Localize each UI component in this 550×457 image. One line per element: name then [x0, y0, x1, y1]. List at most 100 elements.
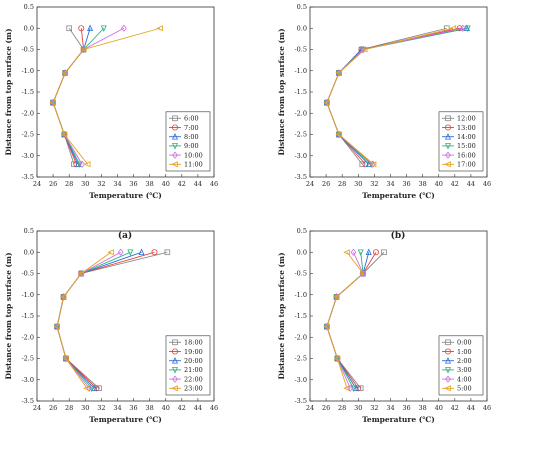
legend-label: 11:00	[184, 161, 203, 169]
data-point	[96, 385, 102, 392]
y-tick-label: 0.0	[297, 24, 307, 32]
x-axis-title: Temperature (℃)	[89, 191, 162, 200]
x-tick-label: 38	[145, 404, 153, 412]
series-line	[56, 251, 155, 389]
legend-marker	[444, 124, 451, 131]
x-tick-label: 30	[354, 180, 362, 188]
chart-panel-c: 24 26 28 30 32 34 36 38 40 42 44 46 0.5 0.0 -0.5 -1.0 -1…	[4, 227, 218, 457]
data-point	[332, 293, 340, 300]
x-tick-label: 34	[113, 404, 121, 412]
y-tick-label: -0.5	[294, 270, 307, 278]
data-point	[83, 161, 91, 168]
data-point	[369, 160, 376, 168]
series-line	[52, 27, 105, 165]
x-tick-label: 36	[129, 404, 137, 412]
data-point	[464, 25, 471, 33]
y-tick-label: -1.0	[21, 291, 34, 299]
y-tick-label: -3.0	[21, 152, 34, 160]
data-point	[372, 249, 379, 256]
series-line	[52, 27, 125, 165]
y-tick-label: -3.5	[21, 397, 34, 405]
x-tick-label: 36	[402, 404, 410, 412]
legend-label: 21:00	[184, 366, 203, 374]
legend-label: 13:00	[457, 124, 476, 132]
data-point	[335, 131, 342, 138]
x-tick-label: 44	[467, 180, 475, 188]
legend-label: 15:00	[457, 142, 476, 150]
data-point	[50, 98, 57, 107]
x-tick-label: 44	[194, 404, 202, 412]
y-tick-label: -3.0	[294, 376, 307, 384]
y-axis-title: Distance from top surface (m)	[4, 28, 13, 155]
x-axis-title: Temperature (℃)	[362, 415, 435, 424]
y-tick-label: -3.5	[294, 397, 307, 405]
x-tick-label: 26	[49, 404, 57, 412]
x-tick-label: 42	[178, 180, 186, 188]
legend-marker	[445, 375, 451, 383]
x-tick-label: 28	[338, 180, 346, 188]
y-tick-label: -1.0	[294, 291, 307, 299]
x-tick-label: 36	[402, 180, 410, 188]
x-tick-label: 44	[467, 404, 475, 412]
data-point	[357, 385, 364, 392]
data-point	[323, 98, 330, 107]
legend-marker	[444, 348, 451, 355]
y-tick-label: -1.0	[294, 67, 307, 75]
data-point	[459, 24, 466, 32]
series-line	[56, 251, 142, 389]
x-tick-label: 34	[386, 404, 394, 412]
legend-label: 14:00	[457, 133, 476, 141]
legend-label: 4:00	[457, 375, 472, 383]
legend-marker	[172, 115, 178, 122]
legend-marker	[444, 356, 452, 364]
data-point	[79, 160, 85, 168]
data-point	[323, 322, 330, 331]
y-tick-label: -2.5	[294, 131, 307, 139]
legend-marker	[444, 132, 452, 140]
y-axis-title: Distance from top surface (m)	[4, 252, 13, 379]
x-tick-label: 40	[435, 404, 443, 412]
legend-label: 2:00	[457, 357, 472, 365]
series-line	[326, 251, 385, 389]
x-axis-title: Temperature (℃)	[362, 191, 435, 200]
data-point	[61, 130, 68, 139]
data-point	[334, 354, 341, 363]
legend-label: 9:00	[184, 142, 199, 150]
x-tick-label: 26	[49, 180, 57, 188]
data-point	[54, 322, 61, 331]
y-tick-label: -0.5	[21, 270, 34, 278]
x-tick-label: 26	[322, 404, 330, 412]
x-tick-label: 46	[483, 404, 491, 412]
data-point	[100, 25, 107, 33]
x-tick-label: 32	[97, 180, 105, 188]
legend-label: 6:00	[184, 115, 199, 123]
series-line	[56, 251, 121, 389]
x-tick-label: 44	[194, 180, 202, 188]
x-tick-label: 36	[129, 180, 137, 188]
y-tick-label: 0.5	[297, 227, 307, 235]
x-tick-label: 46	[210, 180, 218, 188]
data-point	[62, 69, 69, 77]
x-tick-label: 30	[81, 404, 89, 412]
data-point	[343, 385, 350, 392]
x-tick-label: 28	[65, 404, 73, 412]
data-point	[138, 248, 145, 256]
data-point	[66, 25, 72, 32]
data-point	[79, 46, 87, 53]
legend-marker	[171, 161, 178, 168]
data-point	[88, 385, 95, 393]
legend-label: 22:00	[184, 375, 203, 383]
data-point	[80, 45, 87, 54]
legend-label: 20:00	[184, 357, 203, 365]
x-tick-label: 24	[33, 404, 41, 412]
data-point	[335, 69, 342, 76]
data-point	[323, 99, 330, 106]
x-tick-label: 24	[33, 180, 41, 188]
data-point	[127, 249, 134, 257]
series-line	[326, 27, 454, 165]
data-point	[350, 248, 357, 256]
legend-box	[438, 111, 484, 172]
